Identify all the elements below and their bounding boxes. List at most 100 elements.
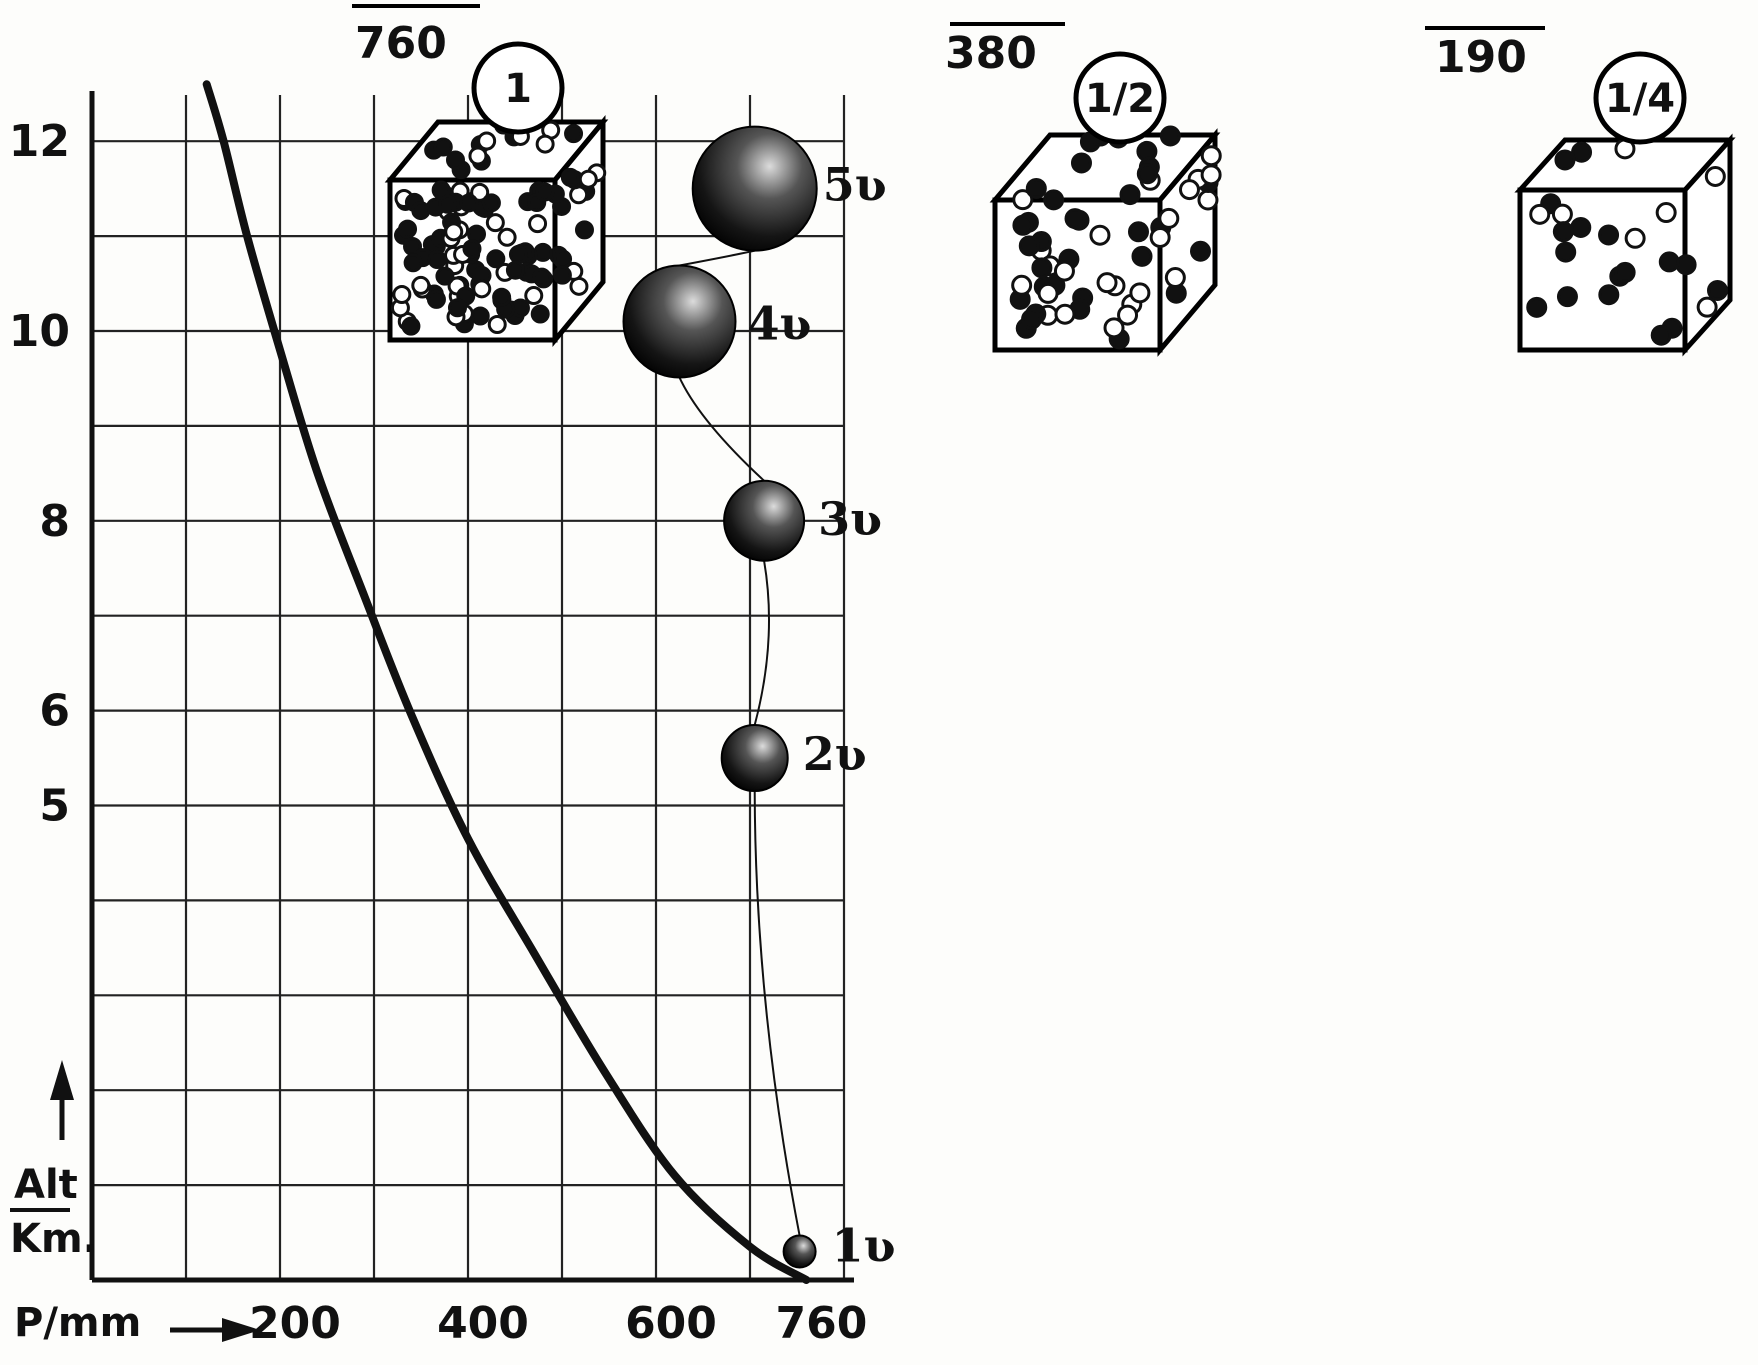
gas-particle-filled bbox=[552, 265, 572, 285]
gas-particle-open bbox=[497, 227, 517, 247]
gas-particle-open bbox=[1117, 304, 1139, 326]
y-axis-label-top: Alt bbox=[14, 1162, 78, 1208]
gas-particle-open bbox=[528, 214, 548, 234]
gas-particle-open bbox=[1529, 203, 1551, 225]
gas-particle-open bbox=[1089, 224, 1111, 246]
weight-circle bbox=[1593, 51, 1687, 145]
pressure-fraction-label: 380 bbox=[945, 28, 1037, 79]
gas-particle-open bbox=[411, 275, 431, 295]
gas-density-cube: 1/4 190 bbox=[1425, 26, 1736, 357]
gas-particle-open bbox=[487, 315, 507, 335]
pressure-fraction-label: 190 bbox=[1435, 32, 1527, 83]
balloon-tether-layer bbox=[678, 249, 801, 1236]
x-tick-label: 200 bbox=[249, 1298, 341, 1349]
balloon-tether bbox=[678, 377, 765, 482]
gas-particle-filled bbox=[1650, 324, 1672, 346]
balloon-layer: 1ʋ 2ʋ 3ʋ 4ʋ 5ʋ bbox=[622, 125, 896, 1273]
gas-particle-open bbox=[1011, 274, 1033, 296]
gas-particle-open bbox=[444, 222, 464, 242]
gas-particle-open bbox=[1158, 207, 1180, 229]
gas-density-cube: 1/2 380 bbox=[945, 22, 1222, 357]
gas-particle-open bbox=[1624, 227, 1646, 249]
balloon-sphere bbox=[782, 1234, 817, 1269]
y-tick-label: 6 bbox=[39, 686, 70, 737]
x-axis-label: P/mm bbox=[14, 1300, 141, 1346]
gas-particle-filled bbox=[403, 253, 423, 273]
balloon-sphere bbox=[720, 724, 789, 793]
gas-particle-open bbox=[1655, 202, 1677, 224]
weight-circle bbox=[1073, 51, 1167, 145]
y-tick-label: 8 bbox=[39, 496, 70, 547]
y-tick-labels: 5 6 8 10 12 bbox=[9, 116, 70, 831]
gas-particle-open bbox=[468, 146, 488, 166]
gas-particle-filled bbox=[1552, 221, 1574, 243]
gas-particle-open bbox=[1200, 145, 1222, 167]
x-tick-label: 400 bbox=[437, 1298, 529, 1349]
gas-particle-filled bbox=[1675, 254, 1697, 276]
pressure-curve-layer bbox=[202, 80, 811, 1284]
gas-particle-filled bbox=[1043, 189, 1065, 211]
y-tick-label: 10 bbox=[9, 306, 70, 357]
gas-particle-filled bbox=[1159, 125, 1181, 147]
gas-particle-filled bbox=[481, 193, 501, 213]
gas-particle-filled bbox=[1012, 214, 1034, 236]
gas-particle-filled bbox=[1031, 257, 1053, 279]
gas-particle-filled bbox=[426, 289, 446, 309]
gas-particle-filled bbox=[459, 193, 479, 213]
gas-particle-open bbox=[477, 131, 497, 151]
gas-particle-open bbox=[1037, 282, 1059, 304]
gas-particle-open bbox=[1012, 189, 1034, 211]
gas-particle-filled bbox=[401, 316, 421, 336]
gas-particle-filled bbox=[574, 220, 594, 240]
gas-particle-filled bbox=[530, 304, 550, 324]
gas-particle-filled bbox=[505, 260, 525, 280]
balloon-sphere bbox=[622, 264, 737, 379]
gas-particle-filled bbox=[1131, 245, 1153, 267]
gas-particle-filled bbox=[447, 298, 467, 318]
gas-particle-filled bbox=[1554, 149, 1576, 171]
gas-particle-filled bbox=[486, 249, 506, 269]
y-tick-label: 5 bbox=[39, 781, 70, 832]
gas-particle-filled bbox=[508, 244, 528, 264]
gas-particle-filled bbox=[1064, 208, 1086, 230]
gas-particle-filled bbox=[398, 219, 418, 239]
balloon-tether bbox=[679, 249, 755, 267]
gas-particle-open bbox=[578, 169, 598, 189]
balloon-sphere bbox=[691, 125, 818, 252]
gas-particle-filled bbox=[1598, 224, 1620, 246]
chart-axes bbox=[89, 91, 854, 1283]
x-axis-arrow-icon bbox=[170, 1318, 260, 1342]
gas-particle-filled bbox=[1571, 141, 1593, 163]
gas-particle-filled bbox=[492, 287, 512, 307]
gas-particle-open bbox=[1164, 267, 1186, 289]
gas-particle-filled bbox=[445, 150, 465, 170]
y-tick-label: 12 bbox=[9, 116, 70, 167]
weight-circle-label: 1 bbox=[504, 66, 532, 112]
gas-particle-filled bbox=[1070, 152, 1092, 174]
gas-particle-open bbox=[392, 285, 412, 305]
balloon-label: 5ʋ bbox=[823, 158, 887, 212]
gas-particle-open bbox=[535, 134, 555, 154]
x-tick-label: 600 bbox=[625, 1298, 717, 1349]
balloon-sphere bbox=[723, 479, 806, 562]
balloon-tether bbox=[753, 791, 801, 1236]
gas-particle-filled bbox=[1021, 308, 1043, 330]
gas-particle-filled bbox=[1598, 284, 1620, 306]
gas-particle-filled bbox=[1526, 296, 1548, 318]
gas-particle-open bbox=[1103, 317, 1125, 339]
gas-particle-open bbox=[1178, 179, 1200, 201]
balloon-label: 1ʋ bbox=[832, 1219, 896, 1273]
gas-particle-open bbox=[524, 286, 544, 306]
gas-particle-filled bbox=[564, 124, 584, 144]
gas-particle-filled bbox=[1658, 251, 1680, 273]
gas-particle-filled bbox=[1556, 286, 1578, 308]
gas-particle-open bbox=[1096, 272, 1118, 294]
gas-particle-open bbox=[470, 182, 490, 202]
weight-circle-label: 1/4 bbox=[1605, 76, 1675, 122]
gas-particle-open bbox=[1197, 189, 1219, 211]
gas-particle-open bbox=[1149, 226, 1171, 248]
gas-particle-open bbox=[1129, 282, 1151, 304]
